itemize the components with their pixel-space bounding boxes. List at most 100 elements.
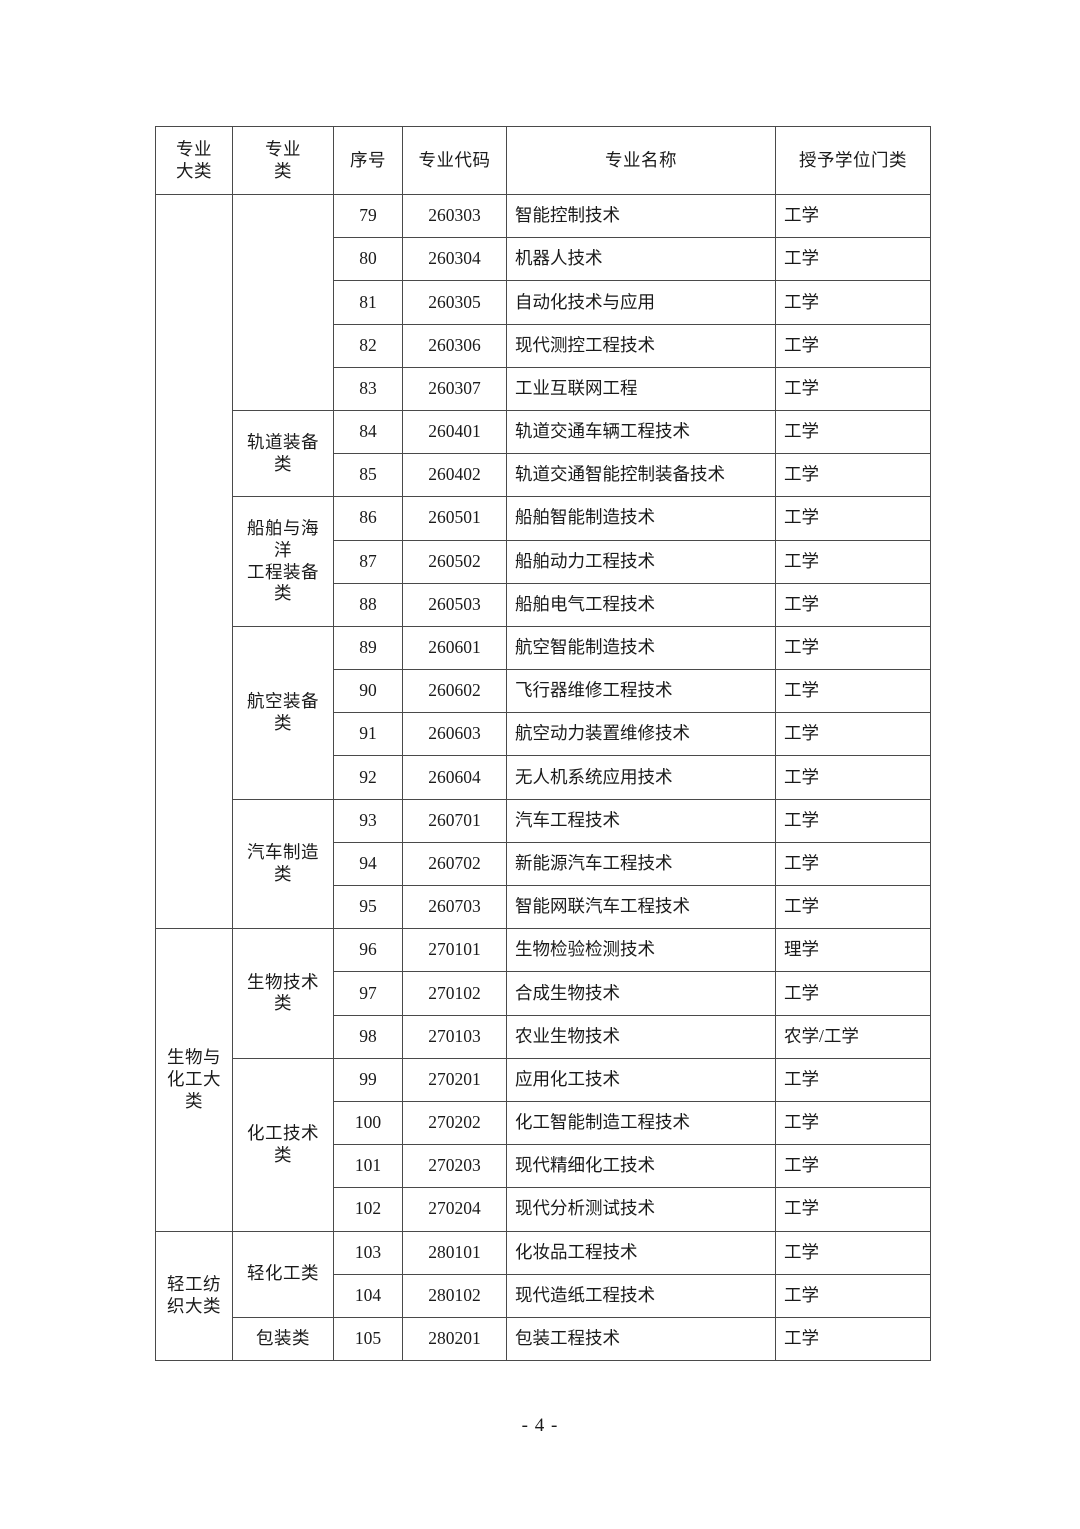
table-row: 生物与 化工大类生物技术类 96 270101 生物检验检测技术 理学 [155, 928, 931, 1232]
specialty-name-cell: 工业互联网工程 [506, 366, 776, 411]
specialty-code-cell: 260303 [402, 193, 507, 239]
column-header-major-group: 专业 大类 [155, 126, 233, 195]
major-group-label-line: 化工大 [167, 1068, 221, 1089]
degree-category-cell: 工学 [775, 884, 931, 930]
degree-category-cell: 工学 [775, 755, 931, 800]
specialty-code-cell: 260401 [402, 409, 507, 455]
sequence-cell: 85 [333, 453, 403, 498]
sequence-cell: 104 [333, 1273, 403, 1318]
column-header-major-category: 专业 类 [232, 126, 334, 195]
major-category-label-line: 包装类 [256, 1328, 310, 1349]
sequence-cell: 88 [333, 582, 403, 627]
column-header-sequence: 序号 [333, 126, 403, 195]
specialty-code-cell: 280101 [402, 1230, 507, 1275]
specialty-name-cell: 飞行器维修工程技术 [506, 669, 776, 714]
specialty-code-cell: 260501 [402, 496, 507, 541]
table-row: 92 260604 无人机系统应用技术 工学 [156, 755, 931, 800]
specialty-catalog-table-wrapper: 专业 大类 专业 类 序号 专业代码 专业名称 授予学位门类 79 260303 智… [155, 126, 931, 1362]
degree-category-cell: 工学 [775, 1144, 931, 1189]
specialty-code-cell: 270203 [402, 1144, 507, 1189]
specialty-code-cell: 260503 [402, 582, 507, 627]
specialty-code-cell: 260601 [402, 625, 507, 671]
table-row: 95 260703 智能网联汽车工程技术 工学 [156, 884, 931, 930]
specialty-code-cell: 270101 [402, 928, 507, 973]
sequence-cell: 93 [333, 798, 403, 843]
sequence-cell: 97 [333, 971, 403, 1016]
specialty-code-cell: 260307 [402, 366, 507, 411]
major-category-cell: 轨道装备类 [232, 409, 334, 498]
degree-category-cell: 工学 [775, 625, 931, 671]
table-header: 专业 大类 专业 类 序号 专业代码 专业名称 授予学位门类 [155, 126, 931, 195]
sequence-cell: 84 [333, 409, 403, 455]
table-row: 98 270103 农业生物技术 农学/工学 [156, 1014, 931, 1059]
sequence-cell: 90 [333, 669, 403, 714]
table-row: 船舶与海洋 工程装备类 86 260501 船舶智能制造技术 工学 [156, 496, 931, 627]
degree-category-cell: 理学 [775, 928, 931, 973]
table-row: 航空装备类 89 260601 航空智能制造技术 工学 [156, 625, 931, 800]
specialty-name-cell: 现代分析测试技术 [506, 1187, 776, 1232]
sequence-cell: 99 [333, 1057, 403, 1102]
degree-category-cell: 工学 [775, 539, 931, 584]
specialty-name-cell: 机器人技术 [506, 237, 776, 282]
major-group-label-line: 生物与 [167, 1047, 221, 1068]
degree-category-cell: 工学 [775, 453, 931, 498]
table-row: 101 270203 现代精细化工技术 工学 [156, 1144, 931, 1189]
table-row: 102 270204 现代分析测试技术 工学 [156, 1187, 931, 1232]
page-number: - 4 - [521, 1415, 559, 1436]
specialty-code-cell: 260602 [402, 669, 507, 714]
major-group-cell: 生物与 化工大类 [155, 928, 233, 1232]
specialty-name-cell: 包装工程技术 [506, 1316, 776, 1362]
sequence-cell: 83 [333, 366, 403, 411]
specialty-code-cell: 260304 [402, 237, 507, 282]
sequence-cell: 105 [333, 1316, 403, 1362]
degree-category-cell: 工学 [775, 193, 931, 239]
degree-category-cell: 工学 [775, 1187, 931, 1232]
specialty-code-cell: 280102 [402, 1273, 507, 1318]
table-row: 97 270102 合成生物技术 工学 [156, 971, 931, 1016]
sequence-cell: 89 [333, 625, 403, 671]
sequence-cell: 86 [333, 496, 403, 541]
degree-category-cell: 工学 [775, 409, 931, 455]
degree-category-cell: 工学 [775, 280, 931, 325]
table-row: 88 260503 船舶电气工程技术 工学 [156, 582, 931, 627]
major-group-cell: 轻工纺 织大类 [155, 1230, 233, 1362]
sequence-cell: 95 [333, 884, 403, 930]
sequence-cell: 94 [333, 841, 403, 887]
table-row: 91 260603 航空动力装置维修技术 工学 [156, 712, 931, 757]
column-header-name: 专业名称 [506, 126, 776, 195]
table-row: 87 260502 船舶动力工程技术 工学 [156, 539, 931, 584]
major-category-cell: 轻化工类 [232, 1230, 334, 1318]
table-row: 轻工纺 织大类 轻化工类 103 280101 化妆品工程技术 工学 [155, 1230, 931, 1362]
specialty-code-cell: 260604 [402, 755, 507, 800]
specialty-catalog-table: 专业 大类 专业 类 序号 专业代码 专业名称 授予学位门类 79 260303 智… [155, 126, 931, 1362]
specialty-code-cell: 280201 [402, 1316, 507, 1362]
specialty-name-cell: 新能源汽车工程技术 [506, 841, 776, 887]
specialty-code-cell: 260402 [402, 453, 507, 498]
specialty-code-cell: 260306 [402, 323, 507, 368]
table-body: 79 260303 智能控制技术 工学 80 260304 机器人技术 工学 81 260305 自… [155, 193, 931, 1362]
header-line: 类 [274, 160, 292, 181]
sequence-cell: 87 [333, 539, 403, 584]
column-header-code: 专业代码 [402, 126, 507, 195]
specialty-name-cell: 化工智能制造工程技术 [506, 1100, 776, 1146]
degree-category-cell: 工学 [775, 496, 931, 541]
degree-category-cell: 工学 [775, 669, 931, 714]
table-row: 82 260306 现代测控工程技术 工学 [156, 323, 931, 368]
major-category-label-line: 船舶与海洋 [247, 517, 319, 560]
specialty-code-cell: 270103 [402, 1014, 507, 1059]
table-header-row: 专业 大类 专业 类 序号 专业代码 专业名称 授予学位门类 [155, 126, 931, 195]
sequence-cell: 102 [333, 1187, 403, 1232]
table-row: 83 260307 工业互联网工程 工学 [156, 366, 931, 411]
major-category-cell: 汽车制造类 [232, 798, 334, 930]
table-row: 94 260702 新能源汽车工程技术 工学 [156, 841, 931, 887]
sequence-cell: 92 [333, 755, 403, 800]
specialty-code-cell: 260702 [402, 841, 507, 887]
degree-category-cell: 工学 [775, 971, 931, 1016]
table-row: 79 260303 智能控制技术 工学 [155, 193, 931, 930]
sequence-cell: 98 [333, 1014, 403, 1059]
degree-category-cell: 工学 [775, 712, 931, 757]
table-row: 轨道装备类 84 260401 轨道交通车辆工程技术 工学 [156, 409, 931, 498]
specialty-name-cell: 化妆品工程技术 [506, 1230, 776, 1275]
major-category-label-line: 轻化工类 [247, 1263, 319, 1284]
specialty-code-cell: 270202 [402, 1100, 507, 1146]
